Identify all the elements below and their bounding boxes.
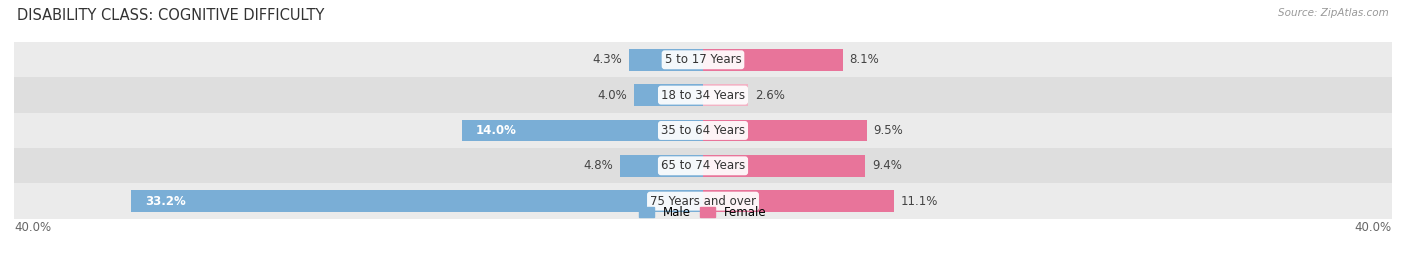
Bar [14,42,1392,77]
Text: 4.3%: 4.3% [592,53,621,66]
Bar [703,84,748,106]
Bar [14,148,1392,183]
Text: 11.1%: 11.1% [901,195,938,208]
Text: 4.8%: 4.8% [583,159,613,172]
Text: DISABILITY CLASS: COGNITIVE DIFFICULTY: DISABILITY CLASS: COGNITIVE DIFFICULTY [17,8,325,23]
Bar [620,155,703,177]
Text: Source: ZipAtlas.com: Source: ZipAtlas.com [1278,8,1389,18]
Bar [703,190,894,212]
Text: 40.0%: 40.0% [14,221,51,234]
Text: 9.5%: 9.5% [873,124,903,137]
Bar [634,84,703,106]
Bar [14,183,1392,219]
Text: 18 to 34 Years: 18 to 34 Years [661,89,745,102]
Text: 75 Years and over: 75 Years and over [650,195,756,208]
Text: 8.1%: 8.1% [849,53,879,66]
Bar [131,190,703,212]
Text: 35 to 64 Years: 35 to 64 Years [661,124,745,137]
Text: 5 to 17 Years: 5 to 17 Years [665,53,741,66]
Bar [703,119,866,141]
Bar [703,155,865,177]
Bar [14,77,1392,113]
Bar [461,119,703,141]
Text: 33.2%: 33.2% [145,195,186,208]
Text: 4.0%: 4.0% [598,89,627,102]
Legend: Male, Female: Male, Female [634,201,772,224]
Bar [14,113,1392,148]
Text: 65 to 74 Years: 65 to 74 Years [661,159,745,172]
Text: 14.0%: 14.0% [475,124,516,137]
Bar [628,49,703,71]
Text: 40.0%: 40.0% [1355,221,1392,234]
Bar [703,49,842,71]
Text: 9.4%: 9.4% [872,159,901,172]
Text: 2.6%: 2.6% [755,89,785,102]
